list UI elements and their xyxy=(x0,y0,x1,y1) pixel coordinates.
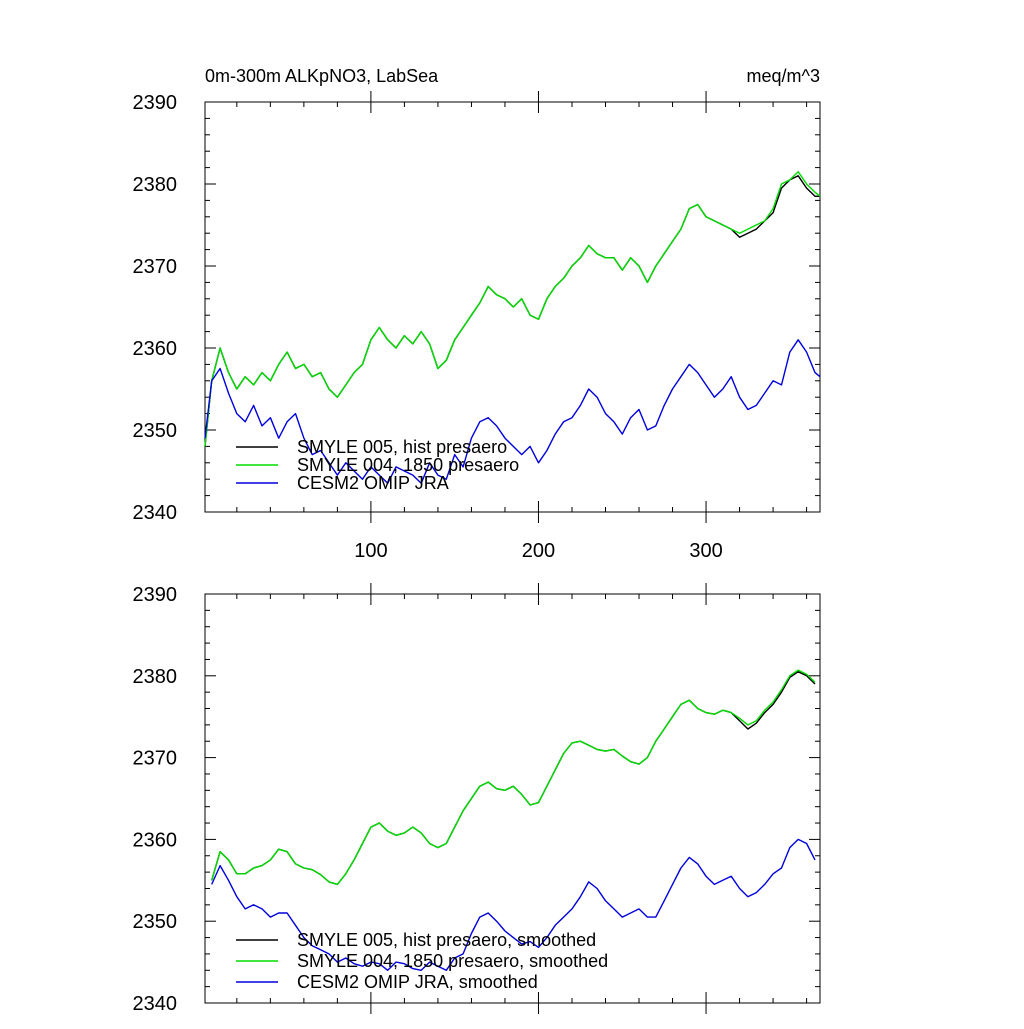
plot-frame xyxy=(204,593,821,1004)
y-tick-label: 2370 xyxy=(133,256,178,278)
panel-raw: 2340 2350 2360 2370 2380 2390 100 200 300 SMYLE 0… xyxy=(133,91,821,562)
y-tick-label: 2350 xyxy=(133,911,178,933)
panel-smoothed: 2340 2350 2360 2370 2380 2390 SMYLE 005, hist … xyxy=(133,583,821,1015)
legend-label-0: SMYLE 005, hist presaero, smoothed xyxy=(297,930,596,950)
y-tick-label: 2380 xyxy=(133,174,178,196)
legend-label-1: SMYLE 004, 1850 presaero xyxy=(297,455,519,475)
series-line-2 xyxy=(204,339,821,484)
y-tick-label: 2350 xyxy=(133,420,178,442)
y-tick-label: 2340 xyxy=(133,502,178,524)
legend-label-1: SMYLE 004, 1850 presaero, smoothed xyxy=(297,951,608,971)
legend-label-2: CESM2 OMIP JRA, smoothed xyxy=(297,972,538,992)
legend-label-0: SMYLE 005, hist presaero xyxy=(297,437,507,457)
y-tick-label: 2390 xyxy=(133,92,178,114)
chart-title: 0m-300m ALKpNO3, LabSea xyxy=(205,66,439,86)
series-line-0 xyxy=(211,671,816,886)
y-tick-label: 2360 xyxy=(133,829,178,851)
y-tick-label: 2360 xyxy=(133,338,178,360)
x-tick-label: 300 xyxy=(689,540,722,562)
y-tick-label: 2340 xyxy=(133,993,178,1015)
y-tick-label: 2370 xyxy=(133,748,178,770)
series-line-1 xyxy=(204,170,821,447)
x-tick-label: 100 xyxy=(354,540,387,562)
y-tick-label: 2380 xyxy=(133,666,178,688)
series-line-1 xyxy=(211,669,816,886)
y-tick-label: 2390 xyxy=(133,584,178,606)
x-tick-label: 200 xyxy=(522,540,555,562)
series-line-0 xyxy=(204,175,820,447)
series-line-2 xyxy=(211,838,816,971)
units-label: meq/m^3 xyxy=(747,66,820,86)
plot-frame xyxy=(204,101,821,513)
legend-label-2: CESM2 OMIP JRA xyxy=(297,473,449,493)
